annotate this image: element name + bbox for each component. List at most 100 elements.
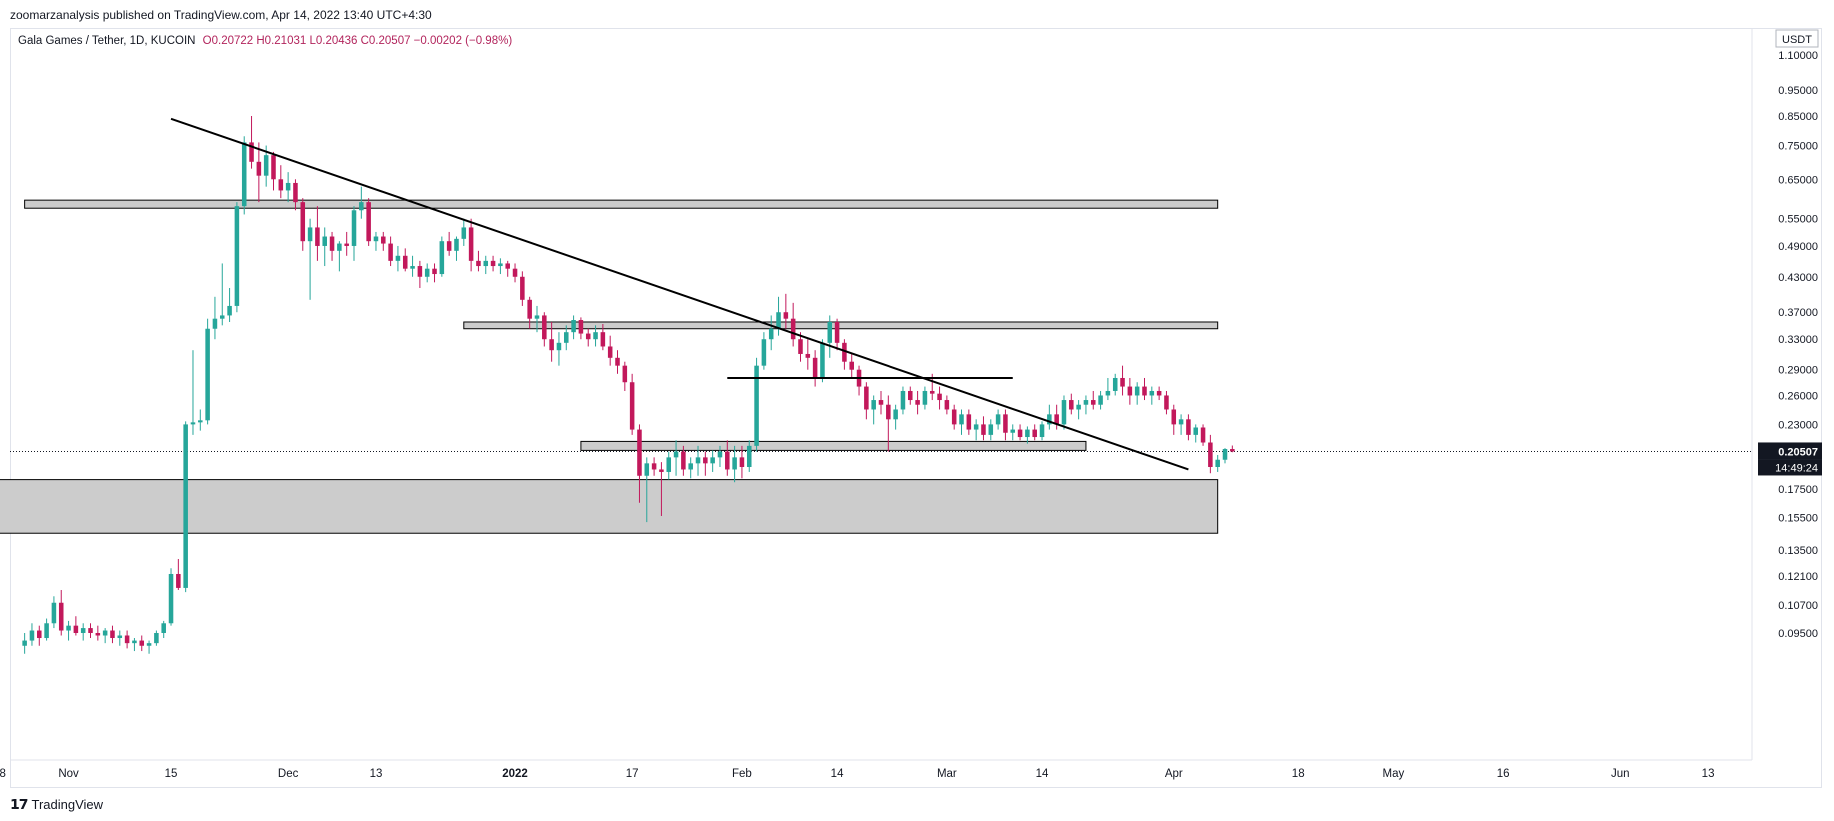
candle [432, 263, 437, 283]
candle [66, 620, 71, 641]
candle-body [102, 630, 108, 636]
candle [337, 241, 342, 272]
candle-body [1076, 404, 1081, 410]
candle [476, 250, 481, 272]
candle-body [410, 266, 415, 269]
candle [51, 596, 57, 629]
candle-body [256, 161, 262, 176]
candle-body [51, 602, 57, 624]
candle-body [476, 260, 481, 267]
candle [1069, 393, 1074, 415]
candle-body [1025, 429, 1030, 438]
candle-body [615, 357, 620, 366]
candle [256, 142, 262, 203]
candle-body [395, 255, 401, 261]
candle [95, 625, 101, 641]
candle-body [168, 573, 174, 624]
candle [988, 419, 994, 441]
price-tick-label: 0.15500 [1778, 513, 1818, 525]
candle [849, 353, 854, 378]
unit-box [1775, 29, 1819, 48]
candle-body [893, 409, 898, 420]
candle [241, 136, 247, 215]
candle [710, 450, 715, 472]
candle [461, 218, 467, 246]
candle [1120, 365, 1125, 396]
candle [1061, 395, 1067, 430]
candle-body [1112, 377, 1118, 391]
published-header: zoomarzanalysis published on TradingView… [10, 8, 432, 22]
candle-body [154, 633, 159, 644]
candle-body [585, 333, 591, 340]
candle-body [542, 315, 547, 340]
candle-body [117, 635, 123, 639]
candle-body [534, 315, 540, 319]
candle [417, 260, 423, 289]
candle-body [1039, 424, 1045, 438]
zone-0 [24, 199, 1219, 209]
candle [1090, 390, 1096, 410]
candle-body [688, 463, 693, 470]
price-tick-label: 0.85000 [1778, 111, 1818, 123]
candle [600, 323, 606, 351]
candle-body [842, 342, 847, 362]
candle-body [556, 342, 562, 351]
candle [1047, 404, 1052, 430]
candle [1076, 400, 1081, 420]
candle-body [241, 142, 247, 207]
time-tick-label: 15 [165, 768, 178, 780]
candle [498, 258, 503, 275]
candle-body [1134, 386, 1140, 396]
candle [534, 305, 540, 333]
candle [102, 628, 108, 644]
candle-body [812, 357, 818, 378]
candle-body [878, 400, 884, 405]
candle [703, 451, 708, 476]
time-tick-label: 17 [626, 768, 639, 780]
candle-body [315, 227, 320, 246]
candle-body [468, 227, 474, 261]
candle-body [571, 320, 576, 333]
tradingview-logo[interactable]: 𝟭𝟳 TradingView [10, 796, 103, 813]
candle-body [454, 238, 459, 251]
candle [1112, 373, 1118, 396]
candle [1156, 386, 1162, 401]
price-tick-label: 0.26000 [1778, 390, 1818, 402]
candle [966, 409, 972, 435]
candle-body [359, 202, 364, 211]
price-tick-label: 0.17500 [1778, 484, 1818, 496]
candle-body [1105, 390, 1111, 396]
candle-body [344, 243, 349, 246]
candle-body [139, 640, 145, 646]
price-tick-label: 0.10700 [1778, 600, 1818, 612]
candle-body [1054, 414, 1059, 425]
candle-body [644, 463, 650, 476]
candle [886, 395, 891, 452]
candle [146, 640, 152, 654]
candle-body [710, 457, 715, 464]
candle [776, 296, 781, 336]
candle-body [461, 227, 467, 239]
candle-body [439, 241, 445, 275]
candle-body [805, 353, 811, 358]
candle [351, 206, 357, 261]
candle [1230, 445, 1235, 453]
candle [1017, 424, 1023, 441]
candle [1164, 390, 1169, 415]
candle-body [886, 404, 891, 420]
candle [44, 618, 49, 641]
candle [37, 625, 42, 646]
candle-body [578, 320, 584, 334]
candle-body [973, 424, 979, 430]
candle-body [80, 628, 86, 633]
candle [1208, 434, 1213, 474]
candle [1032, 424, 1037, 441]
candle [212, 296, 218, 340]
time-tick-label: 14 [1036, 768, 1049, 780]
candle [1171, 404, 1177, 435]
price-tick-label: 0.95000 [1778, 85, 1818, 97]
candle [271, 151, 276, 191]
candle-body [219, 315, 225, 319]
zone-2 [580, 440, 1087, 451]
